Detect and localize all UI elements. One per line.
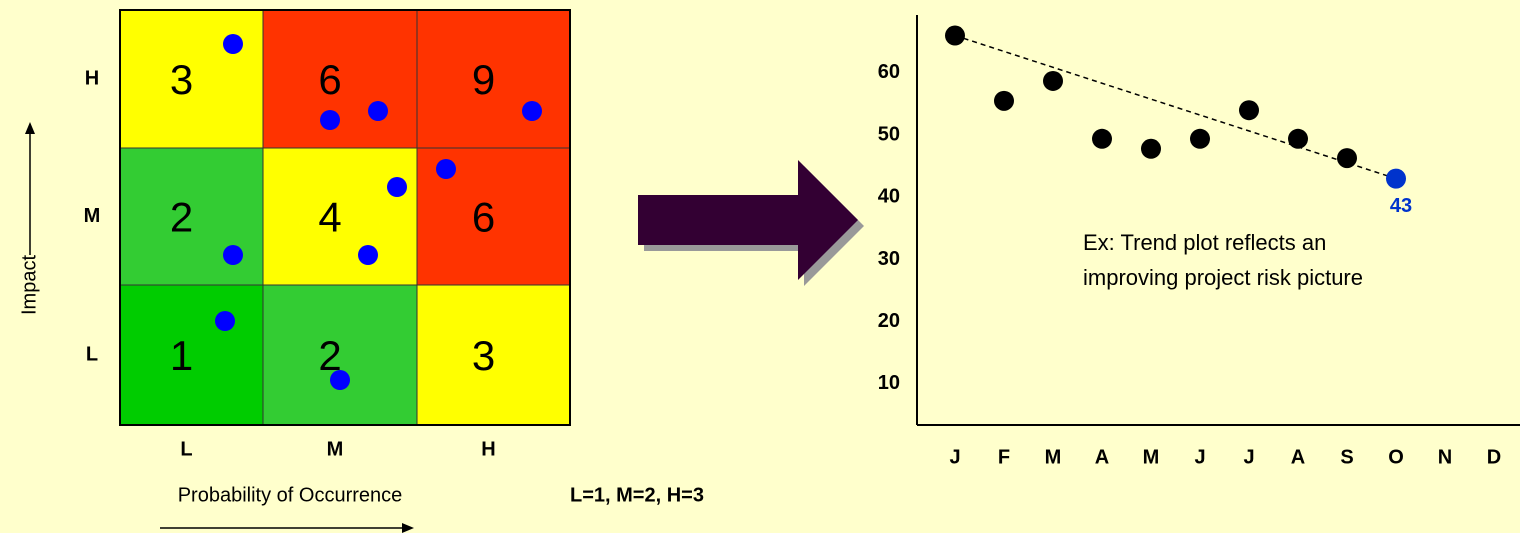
point — [1288, 128, 1308, 149]
annotation: Ex: Trend plot reflects an — [1083, 230, 1326, 255]
x-tick-label: A — [1095, 446, 1109, 468]
x-axis-label: Probability of Occurrence — [178, 484, 403, 506]
y-tick-label: 20 — [878, 310, 900, 332]
x-tick-label: M — [1045, 446, 1062, 468]
y-tick-label: 50 — [878, 123, 900, 145]
x-tick-label: N — [1438, 446, 1452, 468]
y-tick-label: 30 — [878, 248, 900, 270]
point — [1092, 128, 1112, 149]
matrix-cell — [119, 284, 264, 426]
x-tick-label: O — [1388, 446, 1404, 468]
point — [994, 90, 1014, 111]
matrix-cell — [416, 9, 571, 149]
probability-arrowhead — [402, 523, 414, 533]
cell-score: 9 — [472, 56, 495, 103]
risk-dot — [215, 311, 235, 331]
risk-dot — [522, 101, 542, 121]
x-tick-label: F — [998, 446, 1010, 468]
cell-score: 3 — [472, 332, 495, 379]
y-tick-label: 60 — [878, 61, 900, 83]
x-tick-label: M — [1143, 446, 1160, 468]
risk-dot — [436, 159, 456, 179]
x-tick-label: J — [1243, 446, 1254, 468]
x-tick-label: J — [949, 446, 960, 468]
x-tick-label: D — [1487, 446, 1501, 468]
risk-dot — [368, 101, 388, 121]
scale-note: L=1, M=2, H=3 — [570, 484, 704, 506]
row-label: H — [85, 67, 99, 89]
cell-score: 3 — [170, 56, 193, 103]
point — [1337, 148, 1357, 169]
column-label: L — [180, 438, 192, 460]
risk-dot — [387, 177, 407, 197]
x-tick-label: J — [1194, 446, 1205, 468]
point — [1141, 138, 1161, 159]
row-label: L — [86, 343, 98, 365]
value-label: 43 — [1390, 195, 1412, 217]
column-label: H — [481, 438, 495, 460]
arrow — [638, 160, 858, 280]
point — [1043, 70, 1063, 91]
point — [1386, 168, 1406, 189]
impact-arrowhead — [25, 122, 35, 134]
cell-score: 2 — [170, 194, 193, 241]
matrix-cell — [262, 147, 418, 286]
x-tick-label: S — [1340, 446, 1353, 468]
cell-score: 4 — [318, 194, 341, 241]
matrix-cell — [416, 284, 571, 426]
y-axis-label: Impact — [18, 255, 40, 315]
risk-dot — [223, 34, 243, 54]
cell-score: 2 — [318, 332, 341, 379]
risk-dot — [320, 110, 340, 130]
row-label: M — [84, 205, 101, 227]
point — [1239, 100, 1259, 121]
matrix-cell — [119, 9, 264, 149]
annotation: improving project risk picture — [1083, 265, 1363, 290]
cell-score: 6 — [318, 56, 341, 103]
y-tick-label: 40 — [878, 186, 900, 208]
cell-score: 1 — [170, 332, 193, 379]
x-tick-label: A — [1291, 446, 1305, 468]
column-label: M — [327, 438, 344, 460]
matrix-border — [119, 9, 571, 426]
risk-dot — [358, 245, 378, 265]
risk-dot — [330, 370, 350, 390]
y-tick-label: 10 — [878, 372, 900, 394]
risk-dot — [223, 245, 243, 265]
trend-line — [954, 34, 1397, 180]
point — [945, 25, 965, 46]
point — [1190, 128, 1210, 149]
cell-score: 6 — [472, 194, 495, 241]
risk-dots — [215, 34, 542, 390]
